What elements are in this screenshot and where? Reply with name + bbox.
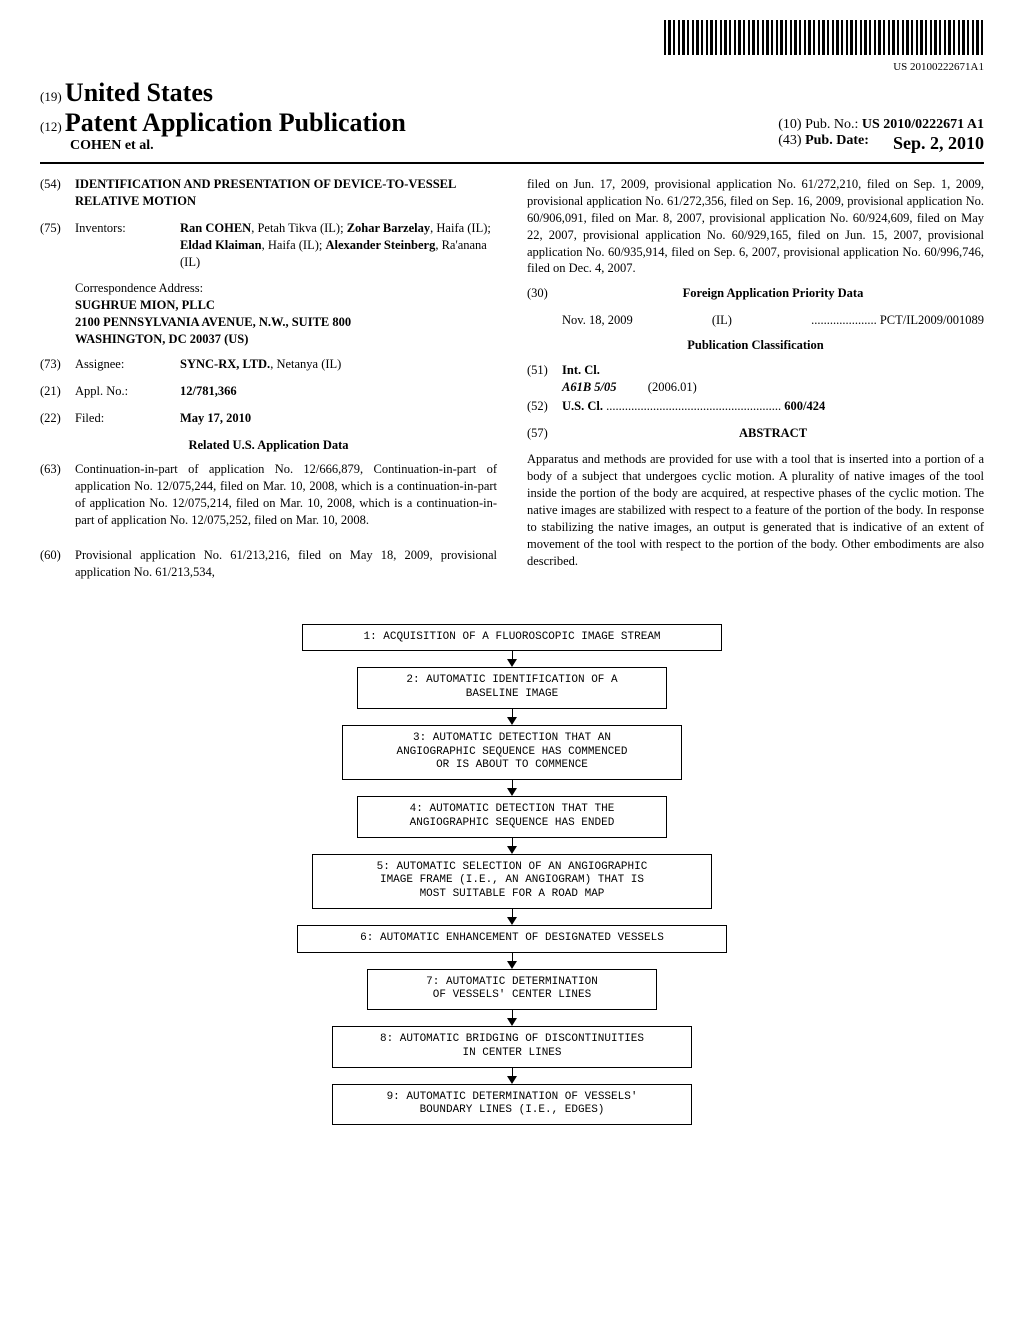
- flow-box-8: 8: AUTOMATIC BRIDGING OF DISCONTINUITIES…: [332, 1026, 692, 1068]
- abstract-text: Apparatus and methods are provided for u…: [527, 451, 984, 569]
- inventors-num: (75): [40, 220, 75, 271]
- pubclass-title: Publication Classification: [527, 337, 984, 354]
- invention-title: IDENTIFICATION AND PRESENTATION OF DEVIC…: [75, 176, 497, 210]
- abstract-label: ABSTRACT: [562, 425, 984, 442]
- foreign-num: (30): [527, 285, 562, 302]
- barcode-graphic: [664, 20, 984, 55]
- pubno: US 2010/0222671 A1: [862, 117, 984, 132]
- flow-connector: [512, 1068, 513, 1076]
- correspondence: Correspondence Address: SUGHRUE MION, PL…: [75, 280, 497, 348]
- flow-box-1: 1: ACQUISITION OF A FLUOROSCOPIC IMAGE S…: [302, 624, 722, 652]
- continuation-text: filed on Jun. 17, 2009, provisional appl…: [527, 176, 984, 277]
- foreign-date: Nov. 18, 2009: [562, 312, 633, 329]
- filed-num: (22): [40, 410, 75, 427]
- country: United States: [65, 78, 213, 107]
- flow-box-2: 2: AUTOMATIC IDENTIFICATION OF A BASELIN…: [357, 667, 667, 709]
- flow-arrow-icon: [507, 788, 517, 796]
- authors: COHEN et al.: [70, 138, 406, 154]
- uscl-num: (52): [527, 398, 562, 415]
- doctype-prefix: (12): [40, 119, 62, 134]
- flow-box-6: 6: AUTOMATIC ENHANCEMENT OF DESIGNATED V…: [297, 925, 727, 953]
- assignee-num: (73): [40, 356, 75, 373]
- flow-box-5: 5: AUTOMATIC SELECTION OF AN ANGIOGRAPHI…: [312, 854, 712, 909]
- foreign-title: Foreign Application Priority Data: [562, 285, 984, 302]
- flow-box-4: 4: AUTOMATIC DETECTION THAT THE ANGIOGRA…: [357, 796, 667, 838]
- related-63-text: Continuation-in-part of application No. …: [75, 461, 497, 529]
- header-row: (19) United States (12) Patent Applicati…: [40, 78, 984, 154]
- flow-connector: [512, 651, 513, 659]
- flow-box-3: 3: AUTOMATIC DETECTION THAT AN ANGIOGRAP…: [342, 725, 682, 780]
- pubdate: Sep. 2, 2010: [893, 133, 984, 154]
- foreign-priority-row: Nov. 18, 2009 (IL) .....................…: [562, 312, 984, 329]
- related-60-text: Provisional application No. 61/213,216, …: [75, 547, 497, 581]
- right-column: filed on Jun. 17, 2009, provisional appl…: [527, 176, 984, 599]
- header-right: (10) Pub. No.: US 2010/0222671 A1 (43) P…: [778, 117, 984, 154]
- flow-connector: [512, 838, 513, 846]
- related-title: Related U.S. Application Data: [40, 437, 497, 454]
- appl-value: 12/781,366: [180, 383, 497, 400]
- intcl-label: Int. Cl.: [562, 363, 600, 377]
- corr-value: SUGHRUE MION, PLLC 2100 PENNSYLVANIA AVE…: [75, 297, 497, 348]
- appl-label: Appl. No.:: [75, 383, 180, 400]
- uscl-label: U.S. Cl.: [562, 399, 603, 413]
- related-63-num: (63): [40, 461, 75, 537]
- intcl-date: (2006.01): [648, 380, 697, 394]
- flow-box-9: 9: AUTOMATIC DETERMINATION OF VESSELS' B…: [332, 1084, 692, 1126]
- header-left: (19) United States (12) Patent Applicati…: [40, 78, 406, 154]
- flow-arrow-icon: [507, 961, 517, 969]
- pubdate-label: Pub. Date:: [805, 133, 869, 148]
- flow-arrow-icon: [507, 1076, 517, 1084]
- assignee-value: SYNC-RX, LTD., Netanya (IL): [180, 356, 497, 373]
- appl-num: (21): [40, 383, 75, 400]
- body-columns: (54) IDENTIFICATION AND PRESENTATION OF …: [40, 176, 984, 599]
- doctype: Patent Application Publication: [65, 108, 406, 137]
- assignee-label: Assignee:: [75, 356, 180, 373]
- filed-label: Filed:: [75, 410, 180, 427]
- flow-connector: [512, 780, 513, 788]
- flow-box-7: 7: AUTOMATIC DETERMINATION OF VESSELS' C…: [367, 969, 657, 1011]
- pubno-prefix: (10): [778, 117, 801, 132]
- uscl-dots: ........................................…: [606, 399, 781, 413]
- intcl-code: A61B 5/05: [562, 380, 617, 394]
- inventors-label: Inventors:: [75, 220, 180, 271]
- filed-value: May 17, 2010: [180, 410, 497, 427]
- flow-arrow-icon: [507, 846, 517, 854]
- uscl-code: 600/424: [784, 399, 825, 413]
- divider-top: [40, 162, 984, 164]
- foreign-country: (IL): [712, 312, 732, 329]
- flow-arrow-icon: [507, 1018, 517, 1026]
- barcode-region: US 20100222671A1: [40, 20, 984, 73]
- intcl-num: (51): [527, 362, 562, 396]
- flowchart: 1: ACQUISITION OF A FLUOROSCOPIC IMAGE S…: [292, 624, 732, 1126]
- flow-arrow-icon: [507, 659, 517, 667]
- title-num: (54): [40, 176, 75, 210]
- foreign-app: PCT/IL2009/001089: [880, 313, 984, 327]
- abstract-num: (57): [527, 425, 562, 448]
- flow-connector: [512, 709, 513, 717]
- corr-label: Correspondence Address:: [75, 280, 497, 297]
- flow-arrow-icon: [507, 917, 517, 925]
- barcode-text: US 20100222671A1: [40, 61, 984, 73]
- flow-connector: [512, 909, 513, 917]
- inventors-value: Ran COHEN, Petah Tikva (IL); Zohar Barze…: [180, 220, 497, 271]
- related-60-num: (60): [40, 547, 75, 589]
- left-column: (54) IDENTIFICATION AND PRESENTATION OF …: [40, 176, 497, 599]
- flow-arrow-icon: [507, 717, 517, 725]
- country-prefix: (19): [40, 89, 62, 104]
- flow-connector: [512, 953, 513, 961]
- flow-connector: [512, 1010, 513, 1018]
- pubdate-prefix: (43): [778, 133, 801, 148]
- pubno-label: Pub. No.:: [805, 117, 858, 132]
